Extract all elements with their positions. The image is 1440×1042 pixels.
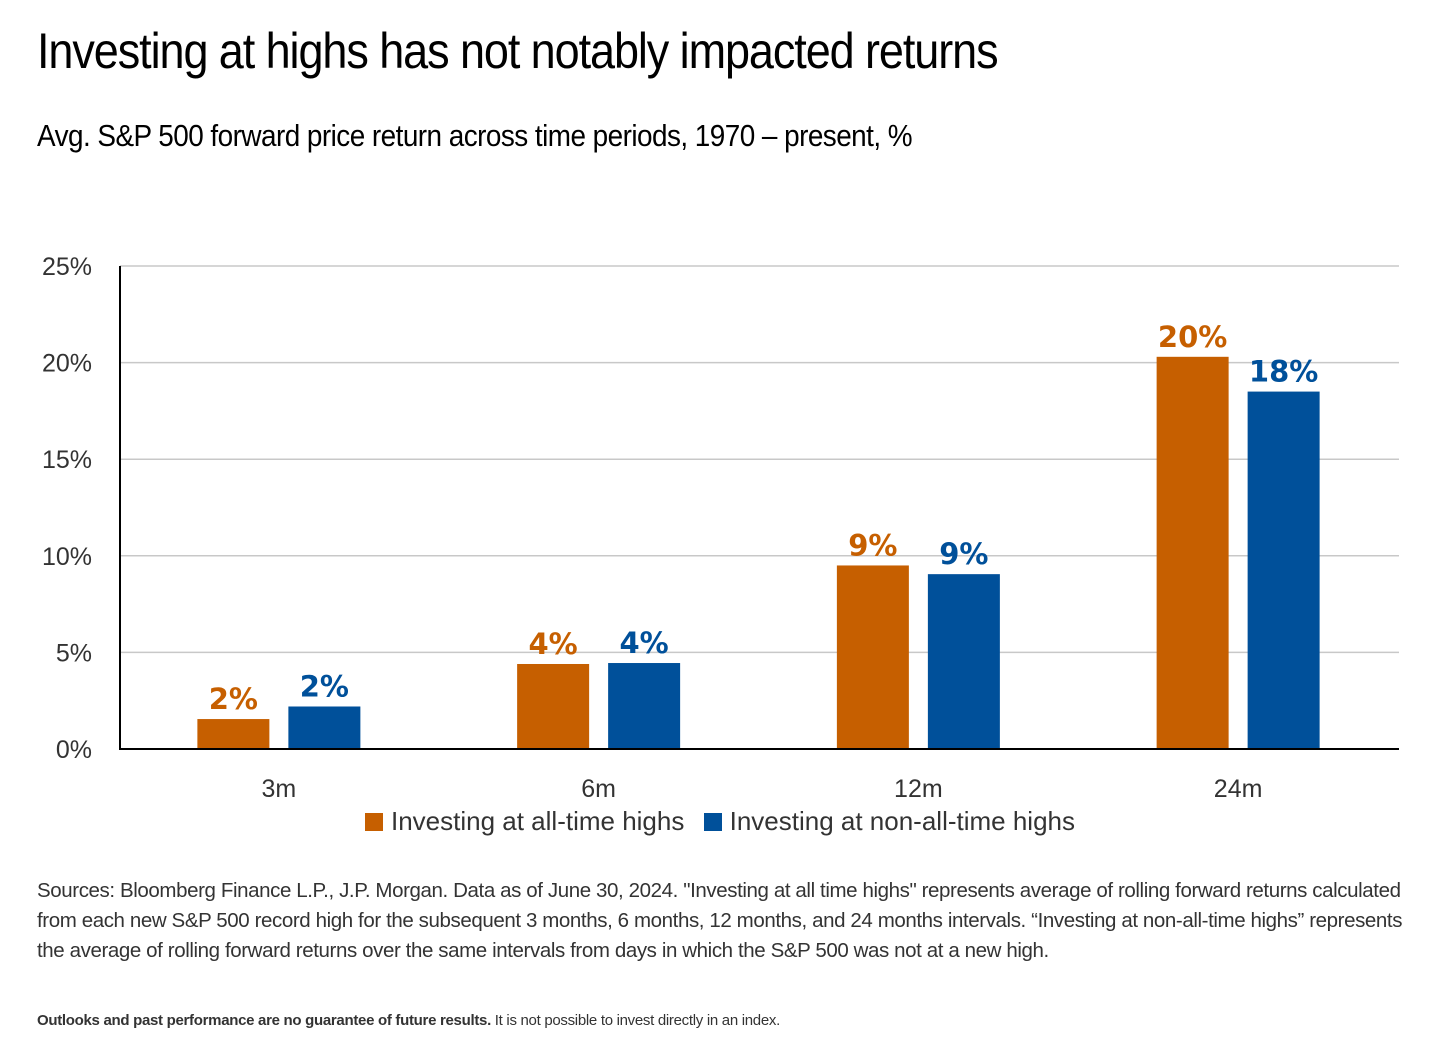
y-tick-label: 10% bbox=[42, 543, 92, 571]
bar-chart: 0% 5% 10% 15% 20% 25% 2% 2% 4% 4% 9% 9% 20% 18% 3m 6m… bbox=[42, 253, 1399, 803]
data-label: 20% bbox=[1158, 320, 1227, 354]
y-tick-label: 15% bbox=[42, 446, 92, 474]
chart-title: Investing at highs has not notably impac… bbox=[37, 23, 999, 79]
disclaimer: Outlooks and past performance are no gua… bbox=[37, 1012, 780, 1029]
data-label: 4% bbox=[620, 626, 669, 660]
bar-ath-3m bbox=[197, 719, 270, 749]
bar-ath-12m bbox=[836, 565, 909, 749]
disclaimer-bold: Outlooks and past performance are no gua… bbox=[37, 1012, 491, 1029]
axes bbox=[119, 266, 1399, 750]
y-tick-label: 0% bbox=[56, 736, 92, 764]
y-tick-label: 5% bbox=[56, 639, 92, 667]
legend-item-ath: Investing at all-time highs bbox=[364, 806, 685, 837]
data-labels: 2% 2% 4% 4% 9% 9% 20% 18% bbox=[209, 320, 1319, 716]
x-axis-ticks: 3m 6m 12m 24m bbox=[262, 775, 1263, 803]
legend-label-ath: Investing at all-time highs bbox=[390, 806, 685, 836]
data-label: 9% bbox=[939, 537, 988, 571]
x-tick-label: 3m bbox=[262, 775, 297, 803]
data-label: 18% bbox=[1249, 355, 1318, 389]
bars bbox=[197, 356, 1320, 749]
legend: Investing at all-time highs Investing at… bbox=[0, 806, 1440, 838]
x-tick-label: 6m bbox=[581, 775, 616, 803]
x-tick-label: 24m bbox=[1214, 775, 1263, 803]
disclaimer-text: It is not possible to invest directly in… bbox=[490, 1012, 780, 1029]
legend-label-non-ath: Investing at non-all-time highs bbox=[729, 806, 1075, 836]
bar-non-ath-6m bbox=[608, 663, 681, 749]
bar-ath-6m bbox=[517, 663, 590, 749]
x-tick-label: 12m bbox=[894, 775, 943, 803]
bar-ath-24m bbox=[1156, 356, 1229, 749]
data-label: 2% bbox=[209, 682, 258, 716]
chart-subtitle: Avg. S&P 500 forward price return across… bbox=[37, 118, 913, 153]
legend-swatch-non-ath bbox=[703, 812, 722, 831]
y-tick-label: 25% bbox=[42, 253, 92, 281]
bar-non-ath-12m bbox=[927, 574, 1000, 749]
data-label: 2% bbox=[300, 669, 349, 703]
y-tick-label: 20% bbox=[42, 350, 92, 378]
sources-note: Sources: Bloomberg Finance L.P., J.P. Mo… bbox=[37, 879, 1403, 962]
legend-item-non-ath: Investing at non-all-time highs bbox=[703, 806, 1075, 837]
y-axis-ticks: 0% 5% 10% 15% 20% 25% bbox=[42, 253, 92, 764]
bar-non-ath-24m bbox=[1247, 391, 1320, 749]
data-label: 9% bbox=[848, 528, 897, 562]
data-label: 4% bbox=[529, 627, 578, 661]
bar-non-ath-3m bbox=[288, 706, 361, 749]
legend-swatch-ath bbox=[364, 812, 383, 831]
